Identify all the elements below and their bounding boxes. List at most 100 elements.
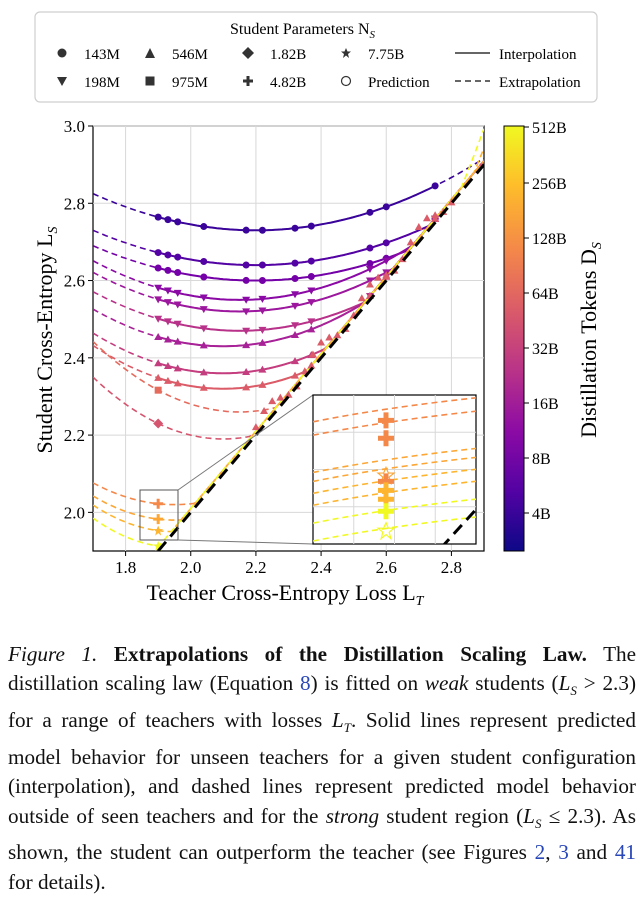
- data-point: [366, 244, 374, 252]
- colorbar-tick-label: 256B: [532, 176, 567, 193]
- data-point: [382, 239, 390, 247]
- data-point: [268, 397, 277, 405]
- data-point: [242, 341, 251, 349]
- colorbar-label: Distillation Tokens DS: [576, 242, 605, 438]
- data-point: [163, 318, 172, 326]
- data-point: [382, 257, 391, 265]
- data-point: [291, 224, 299, 232]
- data-point: [164, 216, 172, 224]
- data-point: [307, 273, 315, 281]
- legend: Student Parameters NS 143M 546M 1.82B 7.75B…: [34, 11, 598, 103]
- y-tick-label: 2.8: [64, 194, 85, 213]
- data-point: [163, 287, 172, 295]
- data-point: [242, 383, 251, 391]
- data-point: [174, 269, 182, 277]
- data-point: [199, 383, 208, 391]
- data-point: [258, 326, 267, 334]
- data-point: [173, 289, 182, 297]
- data-point: [174, 253, 182, 261]
- inset-curve: [313, 410, 476, 437]
- inset-curve: [313, 498, 476, 524]
- data-point: [431, 214, 440, 222]
- figure-2-link[interactable]: 2: [534, 840, 546, 865]
- data-point: [317, 338, 326, 346]
- y-tick-label: 2.2: [64, 426, 85, 445]
- legend-marker-square: [145, 76, 155, 86]
- data-point: [173, 301, 182, 309]
- legend-label: 4.82B: [270, 75, 306, 91]
- data-point: [251, 423, 260, 431]
- inset-data-point: [378, 503, 394, 520]
- data-point: [199, 368, 208, 376]
- inset-curve: [313, 456, 476, 483]
- figure-label: Figure 1.: [8, 642, 98, 666]
- data-point: [153, 418, 164, 429]
- data-point: [291, 371, 300, 379]
- data-point: [258, 338, 267, 346]
- legend-label: 198M: [84, 75, 120, 91]
- data-point: [431, 211, 440, 219]
- data-point: [291, 322, 300, 330]
- data-point: [200, 223, 208, 231]
- data-point: [154, 332, 163, 340]
- inset-curve: [313, 397, 476, 423]
- legend-frame: [34, 11, 598, 103]
- colorbar: 4B 8B 16B 32B 64B 128B 256B 512B Distillation T…: [503, 120, 605, 552]
- figure-41-link[interactable]: 41: [614, 840, 637, 865]
- x-tick-label: 2.8: [441, 558, 462, 577]
- data-point: [291, 357, 300, 365]
- data-point: [173, 364, 182, 372]
- data-point: [365, 265, 374, 273]
- data-point: [242, 308, 251, 316]
- x-tick-label: 2.2: [245, 558, 266, 577]
- data-point: [174, 218, 182, 226]
- data-point: [307, 287, 316, 295]
- x-tick-label: 2.6: [376, 558, 397, 577]
- data-point: [154, 264, 162, 272]
- data-point: [291, 259, 299, 267]
- data-point: [199, 306, 208, 314]
- data-point: [200, 273, 208, 281]
- x-tick-label: 2.4: [310, 558, 332, 577]
- data-point: [163, 335, 172, 343]
- data-point: [307, 257, 315, 265]
- data-point: [242, 327, 251, 335]
- data-point: [154, 386, 162, 394]
- figure-1: Student Parameters NS 143M 546M 1.82B 7.75B…: [32, 11, 605, 609]
- legend-marker-triangle-down: [57, 77, 67, 86]
- legend-label: 546M: [172, 47, 208, 63]
- data-point: [291, 331, 300, 339]
- data-point: [382, 271, 391, 279]
- legend-marker-open-circle: [340, 75, 352, 87]
- data-point: [164, 251, 172, 259]
- data-point: [366, 260, 374, 268]
- inset-curve: [313, 468, 476, 495]
- identity-line: [157, 163, 484, 551]
- legend-label: 143M: [84, 47, 120, 63]
- data-point: [153, 525, 164, 536]
- data-point: [163, 362, 172, 370]
- data-point: [291, 302, 300, 310]
- equation-link[interactable]: 8: [300, 671, 311, 696]
- inset-data-point: [378, 412, 394, 429]
- data-point: [307, 361, 316, 369]
- colorbar-tick-label: 512B: [532, 120, 567, 137]
- data-point: [200, 258, 208, 266]
- data-point: [307, 318, 316, 326]
- inset-zoom: [139, 394, 477, 545]
- data-point: [154, 249, 162, 257]
- data-point: [366, 208, 374, 216]
- data-point: [242, 226, 250, 234]
- colorbar-tick-label: 8B: [532, 451, 551, 468]
- x-tick-label: 1.8: [115, 558, 136, 577]
- data-point: [258, 226, 266, 234]
- data-point: [308, 350, 317, 358]
- colorbar-tick-label: 4B: [532, 506, 551, 523]
- figure-3-link[interactable]: 3: [558, 840, 569, 865]
- data-point: [258, 365, 267, 373]
- y-tick-label: 2.0: [64, 503, 85, 522]
- data-point: [242, 261, 250, 269]
- data-point: [258, 380, 267, 388]
- data-point: [431, 182, 439, 190]
- legend-label: 975M: [172, 75, 208, 91]
